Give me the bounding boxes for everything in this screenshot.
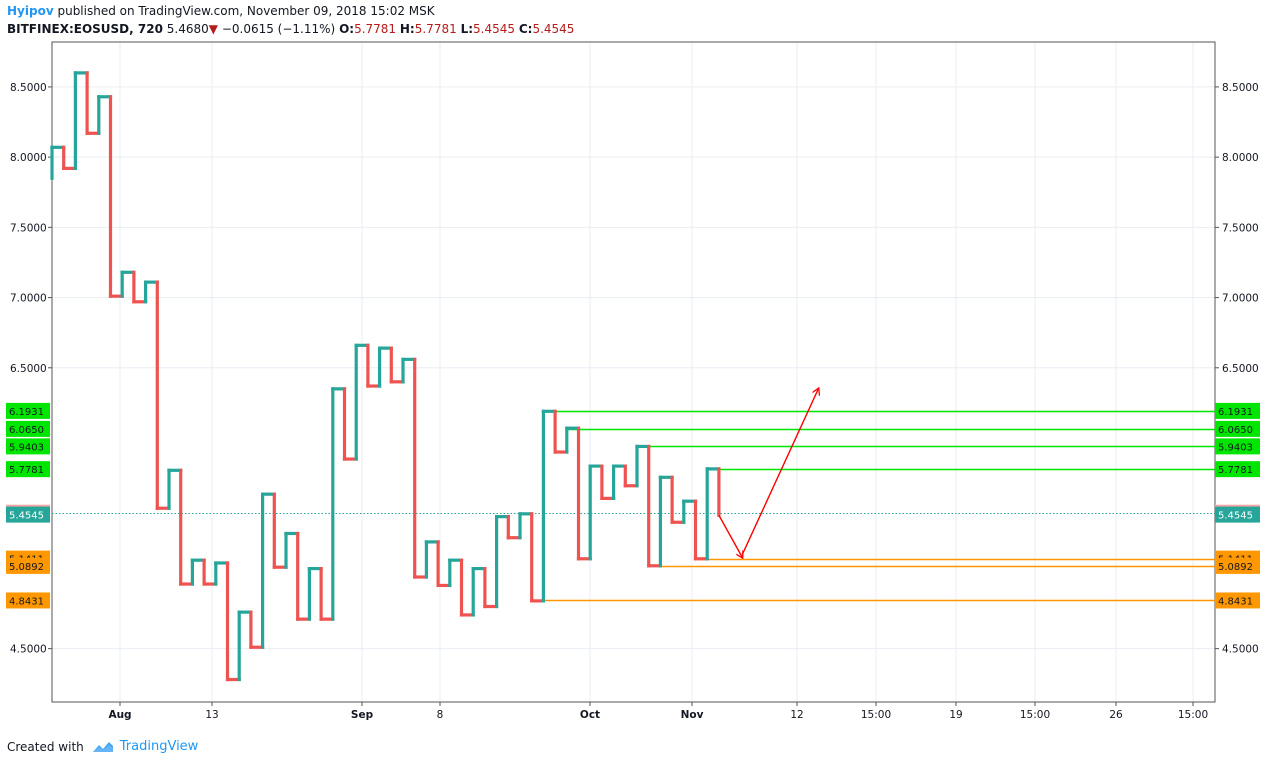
symbol-legend: BITFINEX:EOSUSD, 720 5.4680▼ −0.0615 (−1… <box>7 22 574 36</box>
footer: Created with TradingView <box>7 739 198 754</box>
current-price-badge-left <box>6 506 50 523</box>
y-tick-label-left: 4.5000 <box>10 644 47 656</box>
current-price-badge-text: 5.4545 <box>9 511 44 522</box>
low-value: 5.4545 <box>473 22 516 36</box>
level-badge-text: 6.0650 <box>1218 425 1253 436</box>
close-value: 5.4545 <box>532 22 575 36</box>
y-tick-label-right: 7.0000 <box>1222 293 1259 305</box>
x-tick-label: 8 <box>437 709 444 721</box>
symbol-title: BITFINEX:EOSUSD, 720 <box>7 22 163 36</box>
y-tick-label-left: 8.0000 <box>10 152 47 164</box>
close-label: C: <box>518 22 533 36</box>
tradingview-logo-icon <box>92 741 113 752</box>
level-badge-text: 6.0650 <box>9 425 44 436</box>
level-badge-right <box>1215 592 1260 609</box>
x-tick-label: 15:00 <box>1178 709 1208 721</box>
down-arrow-icon: ▼ <box>208 22 218 36</box>
current-price-badge-text: 5.4545 <box>1218 511 1253 522</box>
open-label: O: <box>339 22 355 36</box>
x-tick-label: Aug <box>108 709 131 721</box>
y-tick-label-right: 6.5000 <box>1222 363 1259 375</box>
x-tick-label: 26 <box>1109 709 1123 721</box>
level-badge-text: 5.9403 <box>1218 442 1253 453</box>
level-badge-left <box>6 461 50 478</box>
high-label: H: <box>399 22 415 36</box>
plot-frame <box>51 41 1216 703</box>
publisher-line: Hyipov published on TradingView.com, Nov… <box>7 4 435 18</box>
y-tick-label-right: 4.5000 <box>1222 644 1259 656</box>
x-tick-label: Nov <box>681 709 704 721</box>
y-tick-label-right: 7.5000 <box>1222 222 1259 234</box>
level-badge-text: 4.8431 <box>9 596 44 607</box>
y-tick-label-left: 7.0000 <box>10 293 47 305</box>
y-tick-label-right: 8.0000 <box>1222 152 1259 164</box>
level-badge-text: 5.9403 <box>9 442 44 453</box>
level-badge-text: 6.1931 <box>9 407 44 418</box>
last-value: 5.4680 <box>166 22 209 36</box>
y-tick-label-left: 7.5000 <box>10 222 47 234</box>
level-badge-left <box>6 438 50 455</box>
published-text: published on TradingView.com, November 0… <box>57 4 435 18</box>
level-badge-left <box>6 557 50 574</box>
change-value: −0.0615 (−1.11%) <box>221 22 336 36</box>
level-badge-right <box>1215 438 1260 455</box>
x-tick-label: 19 <box>949 709 962 721</box>
x-tick-label: 13 <box>205 709 218 721</box>
low-label: L: <box>460 22 474 36</box>
level-badge-right <box>1215 402 1260 419</box>
level-badge-text: 4.8431 <box>1218 596 1253 607</box>
level-badge-left <box>6 592 50 609</box>
y-tick-label-left: 8.5000 <box>10 82 47 94</box>
level-badge-right <box>1215 461 1260 478</box>
y-tick-label-left: 6.5000 <box>10 363 47 375</box>
forecast-arrow <box>741 389 818 555</box>
x-tick-label: Oct <box>580 709 600 721</box>
tradingview-brand[interactable]: TradingView <box>119 739 199 754</box>
level-badge-text: 5.7781 <box>1218 465 1253 476</box>
author-name[interactable]: Hyipov <box>7 4 54 18</box>
level-badge-right <box>1215 557 1260 574</box>
open-value: 5.7781 <box>354 22 397 36</box>
x-tick-label: 15:00 <box>1020 709 1050 721</box>
level-badge-left <box>6 420 50 437</box>
level-badge-text: 5.0892 <box>1218 562 1253 573</box>
level-badge-text: 6.1931 <box>1218 407 1253 418</box>
created-with-text: Created with <box>7 739 84 754</box>
x-tick-label: 15:00 <box>861 709 891 721</box>
y-tick-label-right: 8.5000 <box>1222 82 1259 94</box>
forecast-arrow <box>718 514 742 557</box>
level-badge-left <box>6 402 50 419</box>
level-badge-text: 5.7781 <box>9 465 44 476</box>
level-badge-right <box>1215 420 1260 437</box>
level-badge-text: 5.0892 <box>9 562 44 573</box>
x-tick-label: Sep <box>351 709 374 721</box>
x-tick-label: 12 <box>790 709 803 721</box>
current-price-badge-right <box>1215 506 1260 523</box>
high-value: 5.7781 <box>414 22 457 36</box>
